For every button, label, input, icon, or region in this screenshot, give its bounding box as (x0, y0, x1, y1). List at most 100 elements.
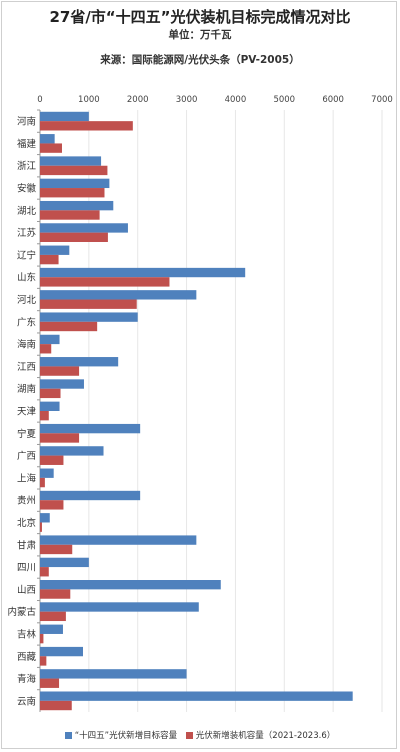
x-tick-label: 6000 (322, 95, 344, 105)
x-tick-label: 2000 (127, 95, 149, 105)
bar-installed (40, 611, 66, 622)
bar-installed (40, 321, 98, 332)
category-label: 天津 (17, 407, 37, 418)
x-tick-label: 0 (37, 95, 42, 105)
bar-target (40, 468, 54, 478)
x-tick-label: 4000 (225, 95, 247, 105)
bar-installed (40, 455, 64, 465)
bar-target (40, 334, 60, 345)
bar-installed (40, 210, 100, 220)
category-label: 河南 (17, 116, 36, 128)
bar-installed (40, 121, 133, 131)
category-label: 青海 (17, 673, 37, 685)
x-tick-label: 3000 (176, 95, 198, 105)
category-label: 四川 (17, 563, 36, 574)
bar-installed (40, 500, 64, 510)
category-label: 北京 (17, 517, 36, 529)
chart-title: 27省/市“十四五”光伏装机目标完成情况对比 (49, 8, 351, 26)
bar-target (40, 200, 114, 211)
bar-target (40, 357, 119, 367)
bar-target (40, 535, 197, 545)
bar-target (40, 557, 89, 568)
category-label: 吉林 (17, 628, 37, 640)
bar-target (40, 156, 102, 166)
category-label: 江苏 (17, 227, 37, 239)
category-label: 上海 (17, 472, 37, 484)
bar-target (40, 267, 246, 278)
bar-target (40, 178, 110, 189)
bar-installed (40, 143, 62, 153)
bar-installed (40, 589, 71, 599)
bar-installed (40, 344, 52, 354)
bar-target (40, 245, 70, 255)
bar-target (40, 401, 60, 411)
x-tick-label: 1000 (78, 95, 100, 105)
category-label: 宁夏 (17, 428, 37, 440)
category-label: 山东 (17, 272, 36, 284)
category-label: 甘肃 (17, 539, 36, 551)
bar-target (40, 624, 63, 634)
category-label: 山西 (17, 585, 36, 596)
bar-installed (40, 277, 170, 287)
category-label: 贵州 (17, 495, 36, 507)
x-tick-label: 7000 (371, 95, 393, 105)
bar-installed (40, 477, 45, 488)
bar-installed (40, 633, 44, 644)
category-label: 湖北 (17, 206, 37, 217)
category-label: 江西 (17, 362, 36, 373)
bar-target (40, 580, 221, 590)
bar-target (40, 111, 89, 122)
category-label: 福建 (17, 138, 37, 150)
bar-installed (40, 656, 47, 666)
bar-target (40, 290, 197, 300)
legend: “十四五”光伏新增目标容量 光伏新增装机容量（2021-2023.6） (0, 729, 400, 741)
legend-item-installed: 光伏新增装机容量（2021-2023.6） (185, 729, 336, 741)
bar-installed (40, 411, 49, 421)
category-label: 河北 (17, 294, 37, 306)
category-label: 海南 (17, 339, 36, 351)
bar-target (40, 423, 141, 434)
category-label: 安徽 (17, 183, 37, 195)
bar-target (40, 490, 141, 501)
bar-target (40, 691, 353, 701)
category-label: 广西 (17, 450, 36, 462)
bar-installed (40, 165, 108, 176)
category-label: 辽宁 (17, 249, 36, 261)
bar-installed (40, 567, 49, 577)
bar-installed (40, 678, 60, 688)
category-label: 云南 (17, 695, 36, 707)
bar-target (40, 602, 199, 612)
legend-label-installed: 光伏新增装机容量（2021-2023.6） (195, 731, 336, 741)
unit-label: 单位：万千瓦 (168, 29, 232, 41)
x-tick-label: 5000 (273, 95, 295, 105)
bar-target (40, 312, 138, 322)
bar-target (40, 223, 128, 233)
bar-installed (40, 388, 61, 399)
bar-installed (40, 544, 73, 555)
bar-installed (40, 299, 137, 309)
category-label: 湖南 (17, 383, 36, 395)
bar-target (40, 446, 104, 456)
legend-swatch-installed (185, 732, 193, 739)
legend-label-target: “十四五”光伏新增目标容量 (74, 731, 178, 741)
bar-target (40, 646, 83, 657)
bar-installed (40, 188, 105, 198)
bar-installed (40, 366, 80, 376)
category-label: 西藏 (17, 651, 37, 663)
bar-target (40, 513, 50, 523)
bar-installed (40, 433, 80, 443)
legend-item-target: “十四五”光伏新增目标容量 (64, 729, 178, 741)
bar-target (40, 379, 84, 389)
bar-installed (40, 232, 108, 242)
bar-target (40, 669, 187, 679)
bar-target (40, 134, 55, 144)
category-label: 浙江 (17, 160, 37, 172)
category-label: 广东 (17, 316, 36, 328)
source-label: 来源：国际能源网/光伏头条（PV-2005） (100, 54, 300, 66)
bar-installed (40, 254, 59, 265)
legend-swatch-target (64, 732, 72, 739)
bar-installed (40, 522, 42, 532)
bar-installed (40, 700, 72, 711)
